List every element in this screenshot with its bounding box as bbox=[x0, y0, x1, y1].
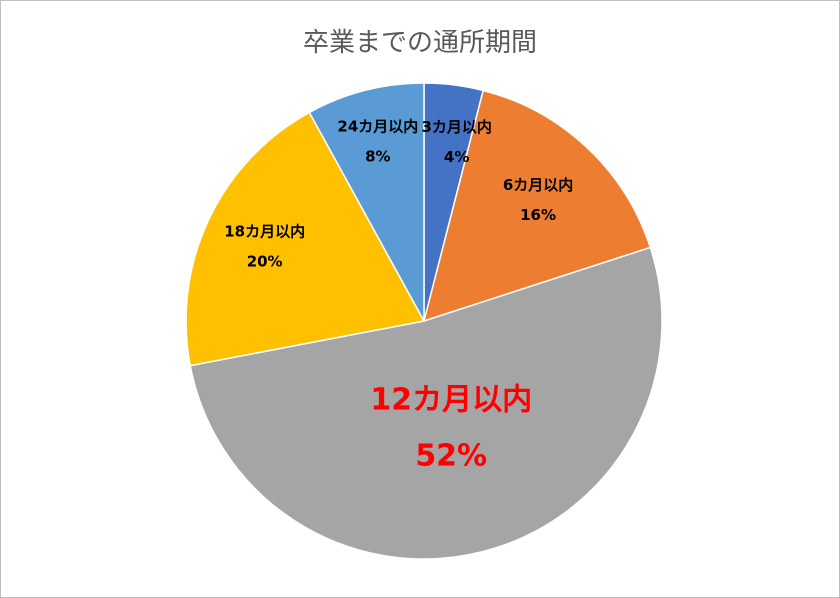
pie-slices bbox=[185, 82, 663, 560]
slice-value-5: 8% bbox=[365, 147, 390, 165]
slice-label-3: 12カ月以内 bbox=[370, 383, 532, 418]
pie-slice-5 bbox=[308, 82, 425, 322]
chart-title: 卒業までの通所期間 bbox=[302, 28, 537, 58]
pie-slice-2 bbox=[422, 89, 652, 323]
slice-value-2: 16% bbox=[520, 206, 556, 224]
slice-label-4: 18カ月以内 bbox=[224, 222, 305, 240]
slice-label-2: 6カ月以内 bbox=[503, 176, 573, 194]
slice-label-5: 24カ月以内 bbox=[337, 117, 418, 135]
pie-slice-3 bbox=[189, 246, 663, 560]
pie-labels: 3カ月以内 4% 6カ月以内 16% 12カ月以内 52% 18カ月以内 20% 24カ月以内 8… bbox=[224, 117, 573, 473]
slice-value-4: 20% bbox=[247, 252, 283, 270]
slice-label-1: 3カ月以内 bbox=[421, 118, 491, 136]
slice-value-1: 4% bbox=[444, 148, 469, 166]
slice-value-3: 52% bbox=[415, 439, 487, 474]
pie-slice-4 bbox=[185, 111, 426, 367]
